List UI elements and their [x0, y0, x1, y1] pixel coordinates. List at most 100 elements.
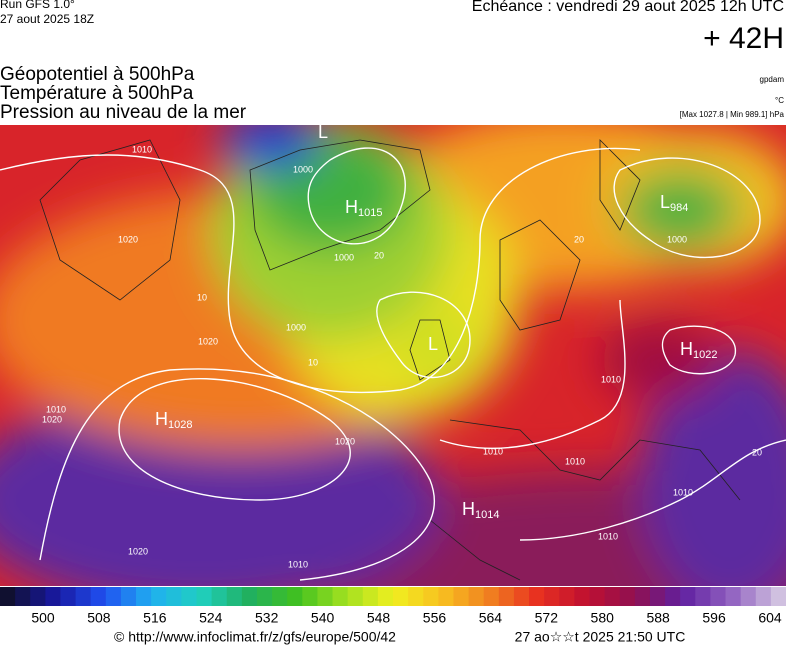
contour-label: 20: [574, 234, 584, 244]
pressure-center: L984: [660, 192, 688, 214]
unit-label: gpdam: [760, 75, 785, 84]
colorbar-swatch: [408, 587, 424, 606]
colorbar-swatch: [105, 587, 122, 606]
colorbar-swatch: [347, 587, 364, 606]
colorbar-swatch: [423, 587, 439, 606]
contour-label: 1010: [288, 559, 308, 569]
colorbar-swatch: [574, 587, 590, 606]
colorbar-swatch: [196, 587, 213, 606]
colorbar-swatch: [90, 587, 107, 606]
contour: [0, 147, 641, 394]
center-letter: H: [155, 409, 168, 429]
colorbar-swatch: [45, 587, 61, 606]
contour-label: 1010: [483, 446, 503, 456]
colorbar-label: 572: [535, 610, 559, 626]
contour-label: 1010: [673, 487, 693, 497]
colorbar-swatch: [30, 587, 46, 606]
colorbar-label: 588: [646, 610, 670, 626]
contour-label: 1010: [46, 404, 66, 414]
title: Température à 500hPa: [0, 83, 194, 104]
colorbar-swatch: [544, 587, 560, 606]
colorbar-swatch: [287, 587, 303, 606]
colorbar-swatch: [60, 587, 77, 606]
colorbar-swatch: [272, 587, 288, 606]
center-value: 1022: [693, 349, 717, 361]
center-value: 1014: [475, 509, 499, 521]
colorbar-swatch: [181, 587, 197, 606]
colorbar-swatch: [75, 587, 92, 606]
contour-label: 1020: [128, 546, 148, 556]
center-value: 984: [670, 202, 688, 214]
colorbar-label: 548: [367, 610, 391, 626]
contour: [439, 299, 786, 541]
colorbar-label: 508: [87, 610, 111, 626]
colorbar-swatch: [438, 587, 454, 606]
colorbar-swatch: [166, 587, 182, 606]
colorbar-swatch: [241, 587, 258, 606]
contour-label: 1000: [334, 252, 354, 262]
footer-source: © http://www.infoclimat.fr/z/gfs/europe/…: [114, 629, 396, 645]
colorbar-swatch: [680, 587, 696, 606]
center-letter: L: [318, 122, 328, 142]
colorbar-swatch: [740, 587, 757, 606]
colorbar-label: 580: [591, 610, 615, 626]
contour-label: 20: [374, 250, 384, 260]
contour: [661, 325, 736, 375]
pressure-center: H1014: [462, 499, 499, 521]
colorbar-label: 540: [311, 610, 335, 626]
contour-label: 1000: [293, 164, 313, 174]
contour-label: 1020: [198, 336, 218, 346]
contour-label: 1010: [132, 144, 152, 154]
contour-label: 10: [308, 357, 318, 367]
center-letter: H: [462, 499, 475, 519]
colorbar-swatch: [513, 587, 530, 606]
unit-label: °C: [775, 96, 784, 105]
colorbar-swatch: [619, 587, 636, 606]
pressure-center: L: [428, 334, 438, 354]
pressure-center: H1022: [680, 339, 717, 361]
colorbar-swatch: [468, 587, 485, 606]
contour-label: 1010: [598, 531, 618, 541]
contour: [307, 147, 406, 245]
colorbar-label: 524: [199, 610, 223, 626]
colorbar-swatch: [0, 587, 16, 606]
colorbar-swatch: [634, 587, 651, 606]
colorbar-swatch: [695, 587, 711, 606]
pressure-center: H1028: [155, 409, 192, 431]
colorbar-swatch: [151, 587, 167, 606]
pressure-center: L: [318, 122, 328, 142]
colorbar-swatch: [362, 587, 379, 606]
colorbar-swatch: [226, 587, 243, 606]
title: Géopotentiel à 500hPa: [0, 64, 195, 85]
colorbar-label: 516: [143, 610, 167, 626]
colorbar-label: 564: [479, 610, 503, 626]
colorbar-swatch: [770, 587, 786, 606]
colorbar-swatch: [710, 587, 727, 606]
contour-label: 1020: [42, 414, 62, 424]
contour-label: 1000: [667, 234, 687, 244]
colorbar-swatch: [317, 587, 334, 606]
colorbar: [0, 587, 786, 606]
contour: [613, 157, 761, 259]
colorbar-label: 596: [702, 610, 726, 626]
map-field: [0, 125, 786, 586]
center-value: 1028: [168, 419, 192, 431]
center-letter: L: [660, 192, 670, 212]
colorbar-label: 500: [31, 610, 55, 626]
contour-label: 1020: [118, 234, 138, 244]
contour-label: 10: [197, 292, 207, 302]
footer-timestamp: 27 ao☆☆t 2025 21:50 UTC: [515, 629, 686, 645]
contour-label: 1010: [601, 374, 621, 384]
contour: [376, 291, 471, 379]
contour: [118, 377, 351, 501]
center-letter: L: [428, 334, 438, 354]
colorbar-swatch: [377, 587, 394, 606]
colorbar-swatch: [604, 587, 621, 606]
center-value: 1015: [358, 207, 382, 219]
lead-time: + 42H: [703, 22, 784, 55]
colorbar-swatch: [589, 587, 606, 606]
contour-label: 1000: [286, 322, 306, 332]
coastlines: [39, 139, 741, 581]
unit-label: [Max 1027.8 | Min 989.1] hPa: [680, 110, 785, 119]
